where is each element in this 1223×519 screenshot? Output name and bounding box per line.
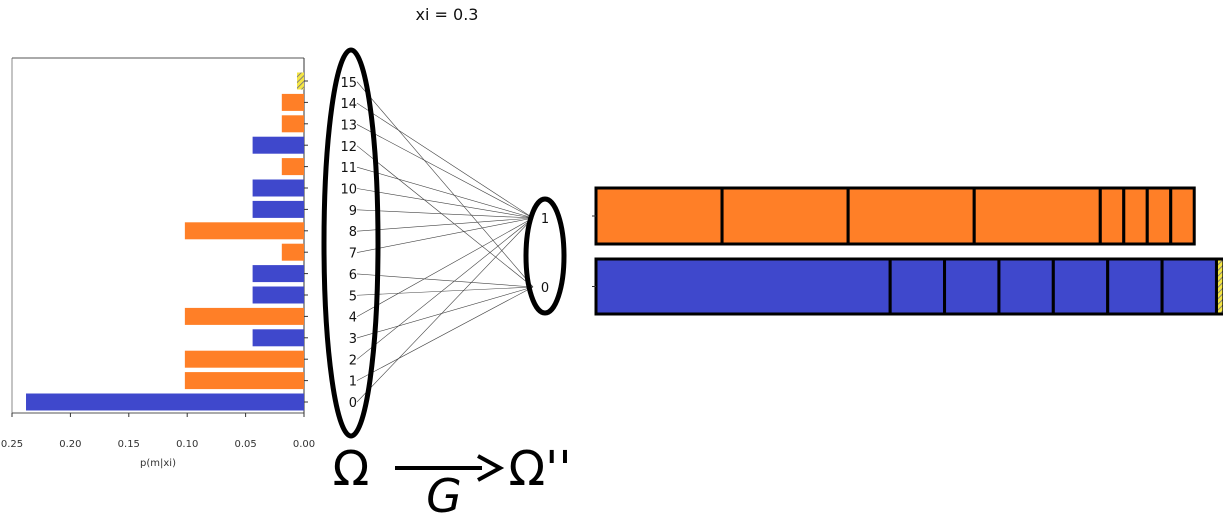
omega-node-7: 7 bbox=[349, 247, 357, 262]
edge-2-to-1 bbox=[356, 217, 534, 360]
omega-node-15: 15 bbox=[340, 76, 357, 91]
edge-4-to-1 bbox=[356, 217, 534, 317]
stack-0-segment-7 bbox=[1214, 257, 1223, 316]
edge-6-to-0 bbox=[356, 273, 534, 288]
x-tick-label: 0.20 bbox=[59, 439, 81, 450]
bar-9 bbox=[252, 200, 304, 218]
omega-node-1: 1 bbox=[349, 375, 357, 390]
edge-14-to-1 bbox=[356, 102, 534, 219]
bar-8 bbox=[184, 222, 304, 240]
omega-node-2: 2 bbox=[349, 353, 357, 368]
bar-4 bbox=[184, 307, 304, 325]
g-arrow-head bbox=[477, 454, 505, 482]
omega-node-11: 11 bbox=[340, 161, 357, 176]
bar-7 bbox=[281, 243, 304, 261]
stack-0-segment-5 bbox=[1106, 257, 1164, 316]
stack-1-segment-0 bbox=[594, 186, 724, 246]
edge-13-to-1 bbox=[356, 124, 534, 219]
omega-double-node-labels: 10 bbox=[541, 212, 549, 296]
edge-10-to-1 bbox=[356, 188, 534, 219]
omega-ellipse bbox=[321, 47, 381, 439]
edge-15-to-0 bbox=[356, 81, 534, 288]
omega-double-node-1: 1 bbox=[541, 212, 549, 227]
stack-1-segment-2 bbox=[846, 186, 976, 246]
figure-title: xi = 0.3 bbox=[416, 5, 479, 24]
bar-0 bbox=[26, 393, 305, 411]
edge-7-to-1 bbox=[356, 217, 534, 253]
omega-node-4: 4 bbox=[349, 311, 357, 326]
stack-1-segment-4 bbox=[1098, 186, 1126, 246]
omega-node-5: 5 bbox=[349, 289, 357, 304]
x-tick-label: 0.00 bbox=[293, 439, 315, 450]
stack-0-segment-4 bbox=[1051, 257, 1110, 316]
edge-3-to-0 bbox=[356, 286, 534, 339]
x-tick-label: 0.10 bbox=[176, 439, 198, 450]
stack-1-segment-3 bbox=[972, 186, 1102, 246]
bar-13 bbox=[281, 115, 304, 133]
edge-0-to-1 bbox=[356, 217, 534, 403]
edge-8-to-1 bbox=[356, 217, 534, 232]
bar-15 bbox=[296, 72, 304, 90]
x-tick-label: 0.05 bbox=[234, 439, 256, 450]
omega-node-13: 13 bbox=[340, 118, 357, 133]
omega-node-0: 0 bbox=[349, 396, 357, 411]
stack-1-segment-1 bbox=[720, 186, 850, 246]
omega-node-6: 6 bbox=[349, 268, 357, 283]
omega-double-node-0: 0 bbox=[541, 281, 549, 296]
omega-double-symbol: Ω'' bbox=[508, 441, 571, 497]
omega-node-9: 9 bbox=[349, 204, 357, 219]
omega-symbol: Ω bbox=[333, 441, 370, 497]
bar-14 bbox=[281, 93, 304, 111]
omega-node-14: 14 bbox=[340, 97, 357, 112]
x-tick-label: 0.25 bbox=[1, 439, 23, 450]
bar-3 bbox=[252, 329, 304, 347]
g-symbol: G bbox=[426, 469, 462, 519]
x-tick-label: 0.15 bbox=[118, 439, 140, 450]
bar-11 bbox=[281, 158, 304, 176]
omega-node-10: 10 bbox=[340, 183, 357, 198]
stack-1-segment-5 bbox=[1122, 186, 1149, 246]
edge-5-to-0 bbox=[356, 286, 534, 296]
chart-x-axis-label: p(m|xi) bbox=[140, 458, 176, 469]
stack-0-segment-3 bbox=[997, 257, 1055, 316]
bar-2 bbox=[184, 350, 304, 368]
mapping-edges bbox=[356, 81, 534, 403]
omega-node-3: 3 bbox=[349, 332, 357, 347]
omega-node-8: 8 bbox=[349, 225, 357, 240]
stack-0-segment-0 bbox=[594, 257, 892, 316]
edge-1-to-0 bbox=[356, 286, 534, 381]
probability-bar-chart: 0.25 0.20 0.15 0.10 0.05 0.00 p(m|xi) bbox=[1, 57, 315, 469]
bar-5 bbox=[252, 286, 304, 304]
edge-11-to-1 bbox=[356, 166, 534, 219]
bar-1 bbox=[184, 372, 304, 390]
stack-1-segment-6 bbox=[1145, 186, 1173, 246]
stack-0-segment-1 bbox=[888, 257, 947, 316]
bar-12 bbox=[252, 136, 304, 154]
omega-double-ellipse bbox=[523, 196, 567, 316]
bar-10 bbox=[252, 179, 304, 197]
edge-12-to-0 bbox=[356, 145, 534, 288]
edge-9-to-1 bbox=[356, 209, 534, 219]
omega-node-12: 12 bbox=[340, 140, 357, 155]
stacked-bars bbox=[592, 186, 1223, 316]
stack-0-segment-2 bbox=[943, 257, 1001, 316]
stack-0-segment-6 bbox=[1160, 257, 1218, 316]
bar-6 bbox=[252, 265, 304, 283]
stack-1-segment-7 bbox=[1169, 186, 1196, 246]
